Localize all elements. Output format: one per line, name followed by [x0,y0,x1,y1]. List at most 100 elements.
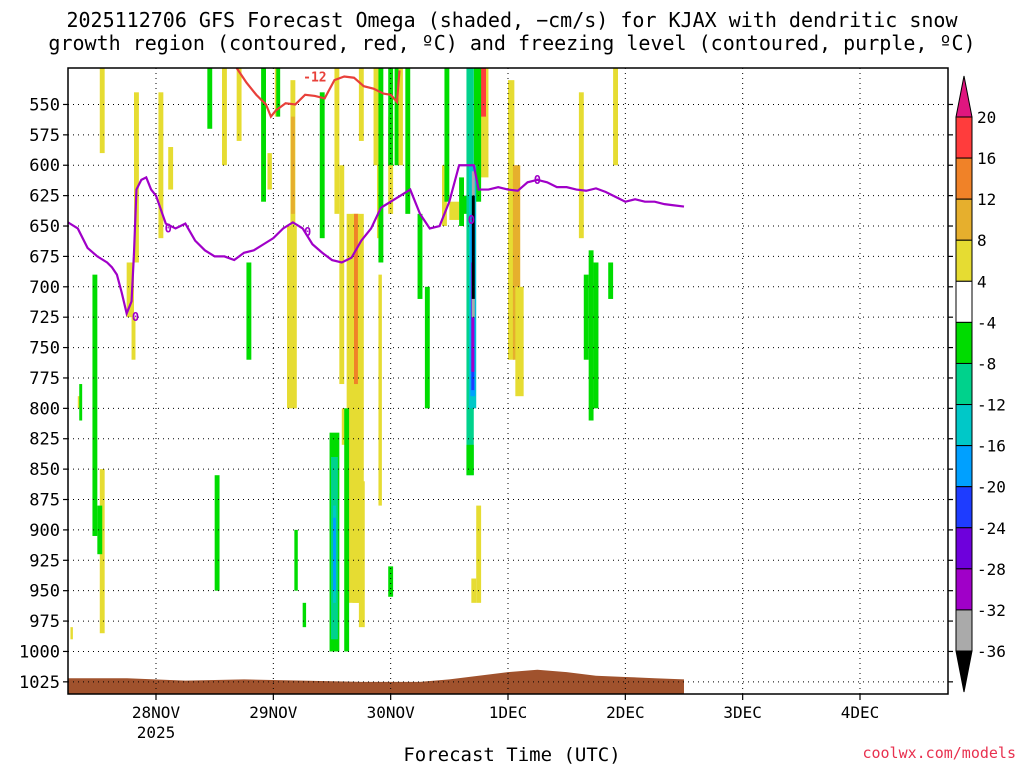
colorbar-swatch [955,321,973,364]
omega-cell [236,68,242,141]
colorbar-swatch [955,157,973,200]
omega-cell [608,262,614,299]
colorbar-swatch [955,404,973,447]
freezing-level-label: 0 [468,213,475,227]
omega-cell [394,68,399,166]
omega-cell [476,505,482,603]
omega-cell [267,153,272,190]
omega-cell [294,529,298,591]
y-tick-label: 1025 [19,673,60,693]
omega-cell [302,602,307,628]
grid-lines [68,68,948,694]
omega-cell [424,286,430,409]
omega-cell [378,274,382,506]
omega-cell [92,274,98,536]
colorbar-swatch [955,198,973,241]
omega-cell [588,250,594,421]
omega-cell [339,165,345,385]
omega-cell [207,68,213,129]
colorbar-label: -36 [977,642,1006,661]
omega-cell [471,195,475,299]
omega-shading [70,68,618,652]
omega-cell [276,68,281,117]
omega-cell [288,226,293,385]
colorbar-swatch [955,362,973,406]
omega-cell [478,68,489,178]
omega-cell [444,68,450,202]
colorbar-label: -28 [977,560,1006,579]
omega-cell [478,68,486,117]
colorbar-label: -32 [977,601,1006,620]
omega-cell [378,68,384,263]
colorbar-label: 16 [977,149,996,168]
omega-cell [388,566,394,597]
dgz-label: -12 [303,70,326,85]
y-tick-label: 775 [29,369,60,389]
omega-cell [388,68,394,166]
colorbar-label: -20 [977,478,1006,497]
x-tick-sublabel: 2025 [137,723,176,742]
y-tick-label: 850 [29,460,60,480]
omega-cell [214,475,220,591]
omega-cell [290,116,295,214]
omega-cell [358,68,364,141]
colorbar-label: -4 [977,313,996,332]
colorbar-swatch [955,445,973,488]
omega-cell [354,213,358,385]
colorbar-label: 20 [977,108,996,127]
omega-cell [373,68,379,166]
colorbar-label: -24 [977,519,1006,538]
chart-title-line-1: 2025112706 GFS Forecast Omega (shaded, −… [66,8,958,32]
freezing-level-label: 0 [132,310,139,324]
omega-cell [358,481,365,628]
omega-cell [79,384,83,421]
omega-cell [99,68,105,154]
omega-cell [471,171,475,196]
omega-cell [583,274,589,360]
freezing-level-label: 0 [304,225,311,239]
y-tick-label: 600 [29,156,60,176]
omega-cell [449,201,460,220]
omega-cell [70,627,73,640]
colorbar-arrow-top [955,75,973,118]
omega-cell [334,68,340,214]
surface-area [68,669,684,694]
colorbar-swatch [955,486,973,529]
y-tick-label: 900 [29,521,60,541]
omega-cell [473,68,482,202]
omega-cell [593,262,599,409]
freezing-level-contour: 0 0 0 0 0 [68,164,685,324]
y-tick-label: 875 [29,491,60,511]
y-tick-label: 925 [29,551,60,571]
omega-cell [222,68,227,166]
surface-fill [68,669,684,694]
y-tick-label: 550 [29,95,60,115]
colorbar-swatch [955,280,973,323]
x-tick-label: 28NOV [132,703,181,722]
omega-cell [168,147,174,190]
x-tick-label: 30NOV [367,703,416,722]
omega-cell [471,298,475,318]
omega-cell [512,165,521,360]
x-tick-label: 1DEC [489,703,528,722]
omega-cell [246,262,252,360]
omega-cell [126,262,134,318]
colorbar-arrow-bottom [955,650,973,693]
y-tick-label: 950 [29,582,60,602]
omega-cell [398,68,403,166]
y-tick-label: 675 [29,247,60,267]
x-tick-label: 2DEC [606,703,645,722]
colorbar-label: 4 [977,272,987,291]
omega-cell [134,92,139,263]
freezing-level-line [68,164,685,318]
omega-cell [97,505,103,555]
colorbar-swatch [955,527,973,570]
colorbar-label: -16 [977,437,1006,456]
credit-text: coolwx.com/models [862,744,1016,762]
x-tick-label: 3DEC [723,703,762,722]
omega-cell [613,68,618,166]
omega-cell [515,286,524,397]
colorbar-swatch [955,116,973,159]
